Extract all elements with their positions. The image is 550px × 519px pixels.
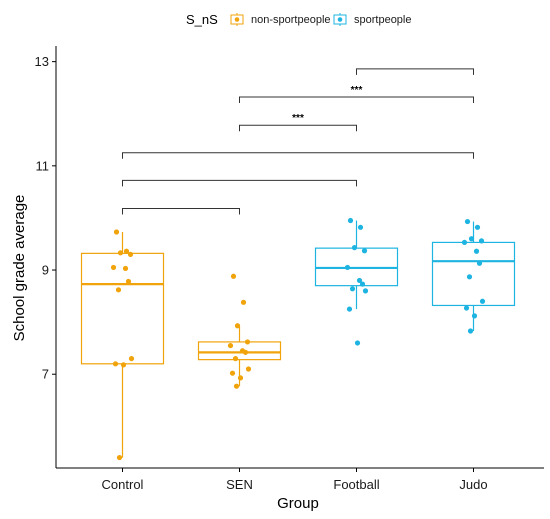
data-point xyxy=(122,265,129,272)
y-tick-label: 13 xyxy=(35,54,49,69)
data-point xyxy=(467,328,474,334)
x-axis-title: Group xyxy=(277,495,319,512)
data-point xyxy=(116,454,123,461)
axes: 7 9 11 13 Control SEN Football Judo xyxy=(35,46,544,492)
data-point xyxy=(471,313,478,319)
significance-label: *** xyxy=(292,113,304,124)
significance-bracket xyxy=(356,68,474,75)
legend-key-point xyxy=(234,17,240,22)
legend-label: non-sportpeople xyxy=(251,14,331,26)
significance-bracket xyxy=(122,208,240,215)
data-point xyxy=(347,217,354,224)
data-point xyxy=(473,248,480,254)
x-tick-label: Football xyxy=(333,477,379,492)
data-point xyxy=(478,238,485,244)
legend-title: S_nS xyxy=(186,12,218,27)
y-axis-title: School grade average xyxy=(11,195,28,342)
data-point xyxy=(234,323,241,329)
data-point xyxy=(463,305,470,311)
data-point xyxy=(240,299,247,305)
data-point xyxy=(476,260,483,266)
data-point xyxy=(230,273,237,279)
legend-entry: sportpeople xyxy=(333,13,412,26)
iqr-box xyxy=(80,252,165,365)
data-point xyxy=(229,370,236,376)
data-point xyxy=(474,224,481,230)
significance-brackets: *** *** xyxy=(122,68,474,215)
data-point xyxy=(344,264,351,271)
data-point xyxy=(362,288,369,294)
data-point xyxy=(232,355,239,362)
data-point xyxy=(359,281,366,287)
data-point xyxy=(245,366,252,372)
y-tick-label: 7 xyxy=(42,367,49,382)
data-point xyxy=(464,218,471,225)
data-point xyxy=(242,349,249,355)
data-point xyxy=(125,278,132,285)
data-point xyxy=(361,248,368,254)
x-tick-label: Judo xyxy=(459,477,487,492)
boxes xyxy=(80,220,516,458)
data-point xyxy=(468,236,475,242)
legend-entries: non-sportpeople sportpeople xyxy=(230,13,412,26)
iqr-box xyxy=(197,341,282,361)
data-point xyxy=(127,251,134,257)
x-tick-label: Control xyxy=(102,477,144,492)
box-judo xyxy=(431,221,516,331)
data-point xyxy=(112,361,119,367)
x-tick-label: SEN xyxy=(226,477,253,492)
y-tick-label: 11 xyxy=(36,158,50,173)
data-point xyxy=(237,375,244,381)
box-football xyxy=(314,220,399,310)
data-point xyxy=(351,245,358,251)
data-point xyxy=(461,239,468,246)
significance-bracket xyxy=(239,124,357,132)
data-point xyxy=(354,340,361,346)
box-control xyxy=(80,231,165,458)
box-sen xyxy=(197,325,282,387)
significance-bracket xyxy=(239,96,474,104)
data-point xyxy=(479,298,486,304)
legend-label: sportpeople xyxy=(354,14,412,26)
data-points xyxy=(110,217,486,461)
data-point xyxy=(117,250,124,256)
legend-entry: non-sportpeople xyxy=(230,13,331,26)
y-tick-label: 9 xyxy=(42,263,49,278)
data-point xyxy=(346,306,353,312)
data-point xyxy=(244,339,251,345)
data-point xyxy=(110,264,117,271)
data-point xyxy=(466,274,473,280)
significance-label: *** xyxy=(351,85,363,96)
data-point xyxy=(115,287,122,293)
significance-bracket xyxy=(122,152,474,159)
data-point xyxy=(120,362,127,368)
data-point xyxy=(233,383,240,389)
data-point xyxy=(128,355,135,362)
legend-key-point xyxy=(337,17,343,22)
iqr-box xyxy=(431,241,516,307)
data-point xyxy=(357,224,364,230)
data-point xyxy=(356,277,363,284)
significance-bracket xyxy=(122,179,357,187)
data-point xyxy=(123,248,130,254)
data-point xyxy=(113,229,120,235)
data-point xyxy=(227,342,234,349)
data-point xyxy=(349,286,356,292)
legend: S_nS non-sportpeople sportpeople xyxy=(186,12,412,27)
